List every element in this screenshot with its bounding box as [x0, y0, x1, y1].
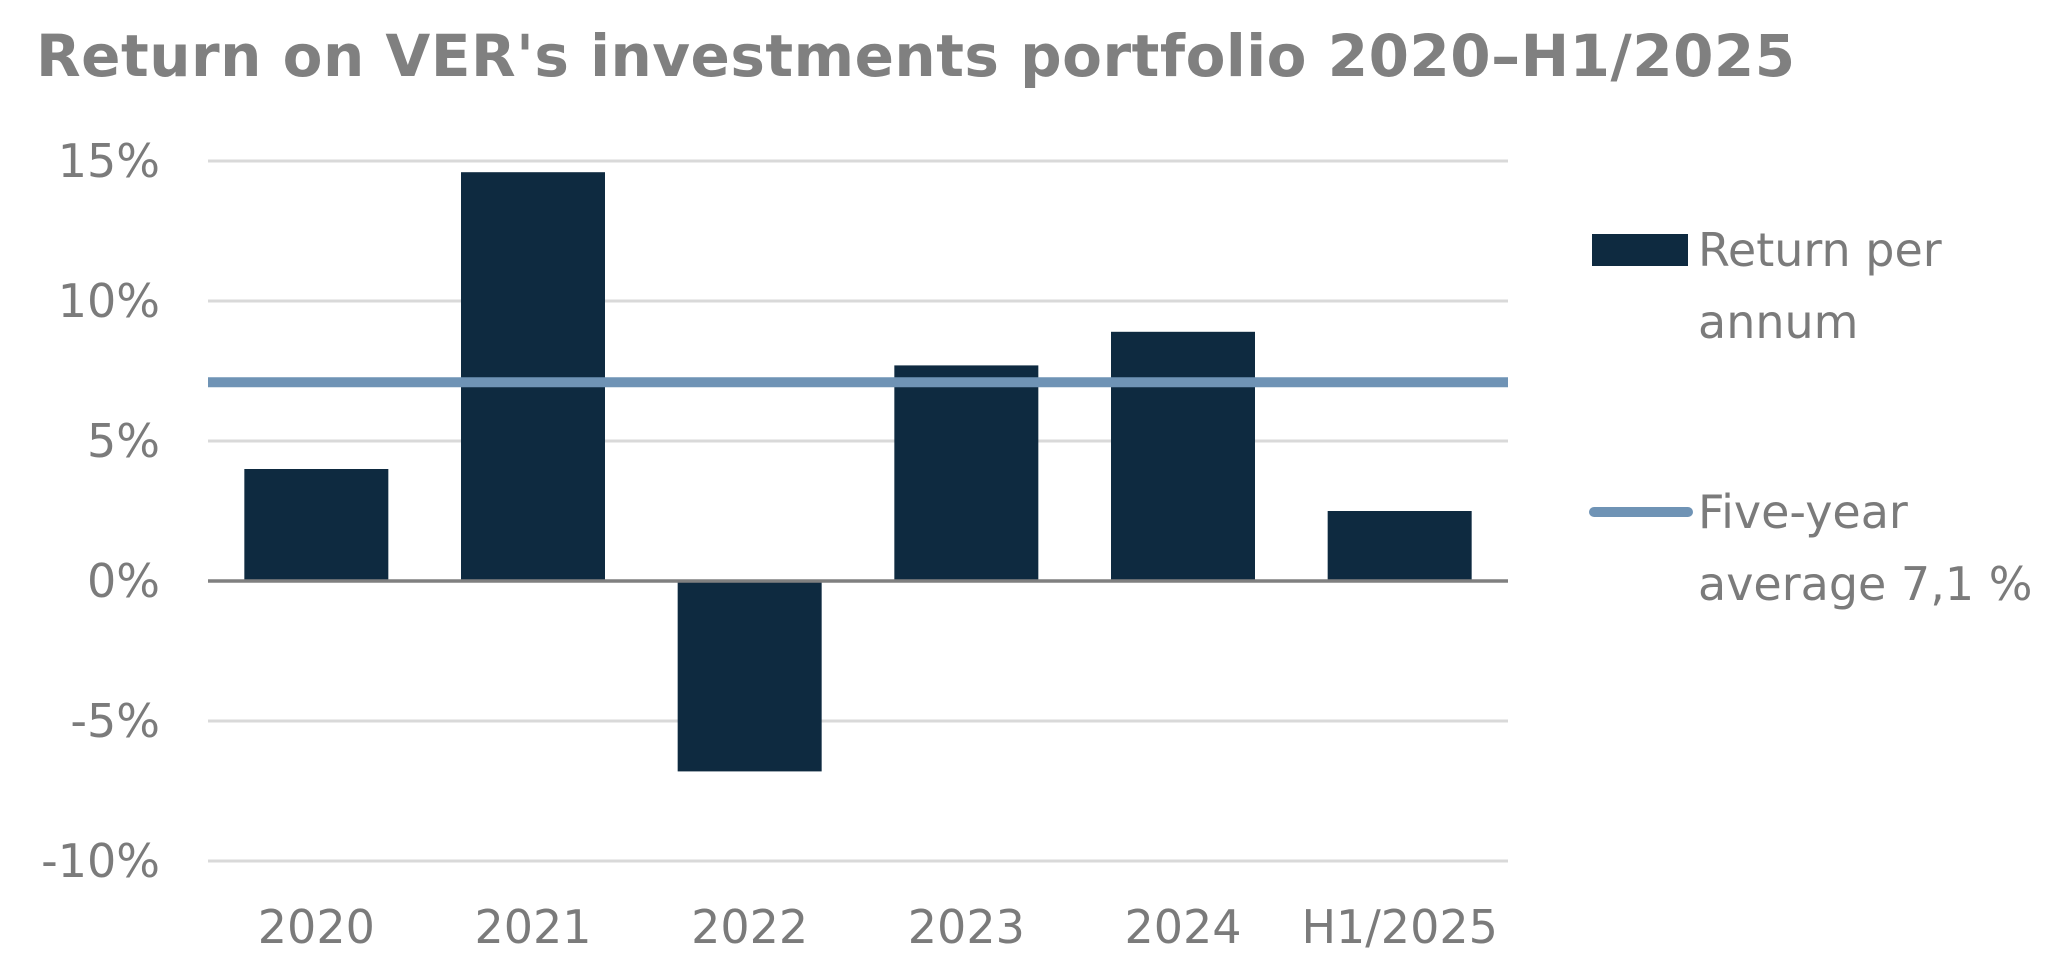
x-tick-label: 2020 — [258, 900, 375, 954]
x-tick-label: 2022 — [691, 900, 808, 954]
y-tick-label: 5% — [87, 414, 160, 468]
y-tick-label: 15% — [58, 134, 160, 188]
legend-label: Five-year — [1698, 485, 1908, 539]
bar — [1111, 331, 1255, 581]
chart-title: Return on VER's investments portfolio 20… — [36, 22, 1796, 90]
x-tick-label: 2021 — [474, 900, 591, 954]
y-tick-label: -5% — [70, 694, 160, 748]
legend-label: average 7,1 % — [1698, 557, 2032, 611]
bar — [894, 365, 1039, 581]
bar — [244, 469, 389, 581]
x-tick-label: 2024 — [1124, 900, 1241, 954]
bar — [461, 172, 605, 581]
x-tick-label: H1/2025 — [1301, 900, 1497, 954]
legend-bar-swatch — [1592, 234, 1688, 266]
legend-label: Return per — [1698, 223, 1942, 277]
y-tick-label: 0% — [87, 554, 160, 608]
bar — [1327, 511, 1472, 581]
bar — [677, 581, 822, 772]
y-tick-label: 10% — [58, 274, 160, 328]
y-tick-label: -10% — [41, 834, 160, 888]
x-tick-label: 2023 — [908, 900, 1025, 954]
legend-label: annum — [1698, 295, 1858, 349]
